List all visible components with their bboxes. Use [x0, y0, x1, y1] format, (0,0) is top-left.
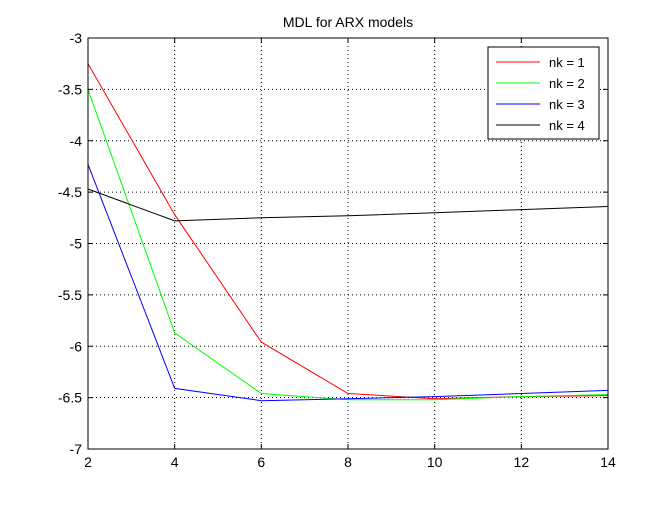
legend-label-3: nk = 3 [549, 97, 585, 112]
tick-layer: 2 4 6 8 10 12 14 -3 -3.5 -4 -4.5 -5 -5.5 -6 -6.5 -7 [58, 30, 616, 470]
x-tick-label: 6 [257, 454, 265, 470]
legend-items: nk = 1 nk = 2 nk = 3 nk = 4 [496, 55, 585, 133]
y-tick-label: -4.5 [58, 184, 82, 200]
series-line-2 [87, 89, 609, 401]
y-tick-label: -7 [70, 441, 83, 457]
series-line-4 [87, 188, 609, 222]
legend-label-1: nk = 1 [549, 55, 585, 70]
legend-label-2: nk = 2 [549, 76, 585, 91]
series-line-3 [87, 164, 609, 402]
x-tick-label: 10 [427, 454, 443, 470]
x-tick-label: 2 [84, 454, 92, 470]
series-layer [87, 63, 609, 402]
y-tick-label: -5 [70, 236, 83, 252]
y-tick-label: -3.5 [58, 81, 82, 97]
chart-title: MDL for ARX models [283, 14, 413, 30]
x-tick-label: 4 [171, 454, 179, 470]
x-tick-label: 8 [344, 454, 352, 470]
legend: nk = 1 nk = 2 nk = 3 nk = 4 [487, 46, 600, 140]
legend-label-4: nk = 4 [549, 118, 585, 133]
y-tick-label: -3 [70, 30, 83, 46]
x-tick-label: 12 [514, 454, 530, 470]
y-tick-label: -4 [70, 133, 83, 149]
y-tick-label: -6 [70, 338, 83, 354]
y-tick-label: -6.5 [58, 390, 82, 406]
x-tick-label: 14 [600, 454, 616, 470]
y-tick-label: -5.5 [58, 287, 82, 303]
